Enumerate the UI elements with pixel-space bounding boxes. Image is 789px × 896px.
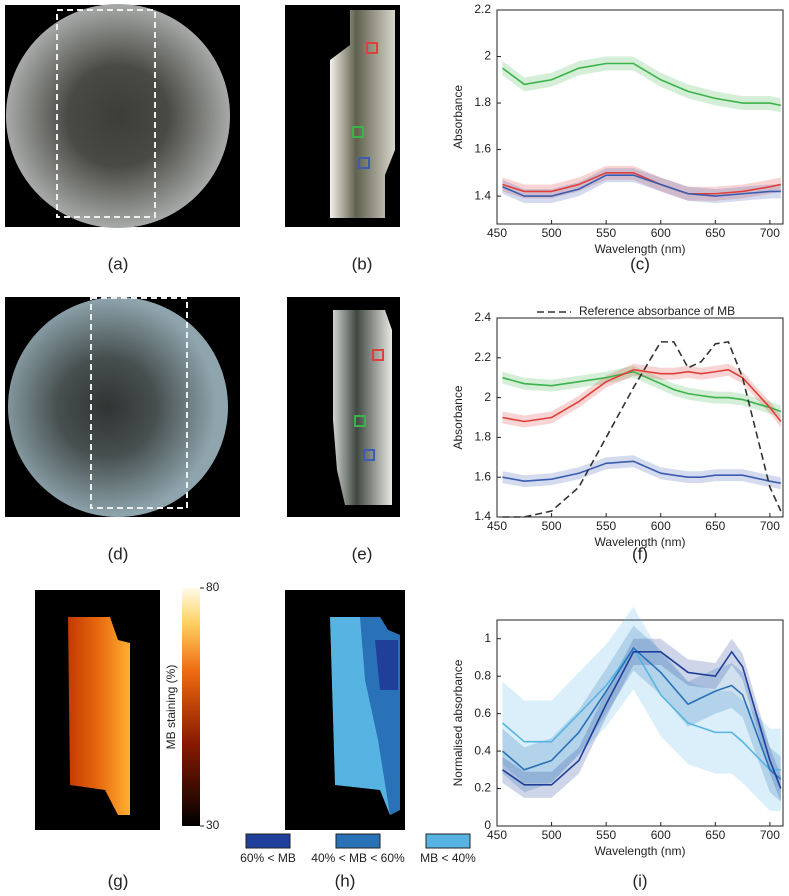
roi-green <box>352 126 364 138</box>
series-line <box>502 370 782 413</box>
confidence-band <box>502 625 781 802</box>
staining-map <box>68 617 130 815</box>
y-tick-label: 2.2 <box>474 350 491 364</box>
legend-label: 40% < MB < 60% <box>311 851 405 865</box>
series-line <box>501 646 781 771</box>
series-line <box>502 368 782 423</box>
x-tick-label: 650 <box>705 226 725 240</box>
y-tick-label: 1.6 <box>474 142 491 156</box>
y-tick-label: 1.6 <box>474 469 491 483</box>
x-tick-label: 500 <box>542 519 562 533</box>
y-tick-label: 1.8 <box>474 95 491 109</box>
y-axis-label: Absorbance <box>451 385 465 449</box>
fundus <box>8 297 228 517</box>
series-line <box>502 172 781 195</box>
x-tick-label: 700 <box>760 519 780 533</box>
fundus <box>6 4 230 228</box>
roi-red <box>372 349 384 361</box>
y-tick-label: 1.4 <box>474 509 491 523</box>
x-tick-label: 500 <box>542 828 562 842</box>
y-tick-label: 2 <box>484 49 491 63</box>
x-tick-label: 450 <box>487 226 507 240</box>
legend-label: MB < 40% <box>420 851 476 865</box>
x-tick-label: 600 <box>651 828 671 842</box>
x-tick-label: 550 <box>596 226 616 240</box>
roi-box <box>56 9 156 218</box>
series-line <box>501 62 781 107</box>
y-tick-label: 1.4 <box>474 188 491 202</box>
plot-area <box>496 9 784 225</box>
legend-label: Reference absorbance of MB <box>579 304 735 318</box>
series-line <box>502 460 781 484</box>
x-tick-label: 600 <box>651 519 671 533</box>
plot-area <box>496 317 784 518</box>
y-tick-label: 0.8 <box>474 668 491 682</box>
legend-swatch <box>245 833 291 849</box>
y-axis-label: Normalised absorbance <box>451 659 465 786</box>
panel-label: (c) <box>630 254 650 273</box>
strip <box>333 310 392 505</box>
legend-label: 60% < MB <box>240 851 296 865</box>
series-line <box>502 174 781 197</box>
x-tick-label: 550 <box>596 519 616 533</box>
colorbar-tick-label: 80 <box>206 580 220 594</box>
series-line <box>502 340 782 518</box>
y-tick-label: 0.2 <box>474 781 491 795</box>
panel-label: (e) <box>352 544 373 563</box>
x-tick-label: 550 <box>596 828 616 842</box>
x-tick-label: 700 <box>760 226 780 240</box>
colorbar <box>182 588 200 826</box>
x-axis-label: Wavelength (nm) <box>595 535 686 549</box>
x-tick-label: 500 <box>542 226 562 240</box>
panel-label: (b) <box>352 254 373 273</box>
x-tick-label: 450 <box>487 828 507 842</box>
confidence-band <box>502 606 781 812</box>
series-line <box>501 646 782 780</box>
panel-label: (i) <box>632 871 647 890</box>
x-tick-label: 600 <box>651 226 671 240</box>
x-tick-label: 650 <box>705 828 725 842</box>
colorbar-label: MB staining (%) <box>164 665 178 750</box>
x-axis-label: Wavelength (nm) <box>595 242 686 256</box>
confidence-band <box>502 365 781 418</box>
y-tick-label: 0.6 <box>474 706 491 720</box>
y-tick-label: 2 <box>484 390 491 404</box>
x-axis-label: Wavelength (nm) <box>595 844 686 858</box>
y-tick-label: 0.4 <box>474 743 491 757</box>
x-tick-label: 450 <box>487 519 507 533</box>
roi-box <box>90 297 188 509</box>
series-line <box>502 650 782 789</box>
confidence-band <box>502 455 781 490</box>
panel-label: (f) <box>632 544 648 563</box>
panel-label: (h) <box>335 871 356 890</box>
panel-label: (d) <box>108 544 129 563</box>
confidence-band <box>502 165 781 201</box>
x-tick-label: 700 <box>760 828 780 842</box>
class-region <box>375 640 398 690</box>
x-tick-label: 650 <box>705 519 725 533</box>
confidence-band <box>502 638 781 802</box>
roi-green <box>354 415 366 427</box>
roi-blue <box>358 157 370 169</box>
y-axis-label: Absorbance <box>451 85 465 149</box>
panel-label: (g) <box>108 871 129 890</box>
y-tick-label: 2.2 <box>474 2 491 16</box>
y-tick-label: 1 <box>484 631 491 645</box>
y-tick-label: 2.4 <box>474 310 491 324</box>
roi-red <box>366 42 378 54</box>
y-tick-label: 1.8 <box>474 430 491 444</box>
panel-label: (a) <box>108 254 129 273</box>
legend-swatch <box>335 833 381 849</box>
roi-blue <box>363 449 375 461</box>
legend-swatch <box>425 833 471 849</box>
strip <box>330 10 395 218</box>
y-tick-label: 0 <box>484 818 491 832</box>
colorbar-tick-label: 30 <box>206 818 220 832</box>
